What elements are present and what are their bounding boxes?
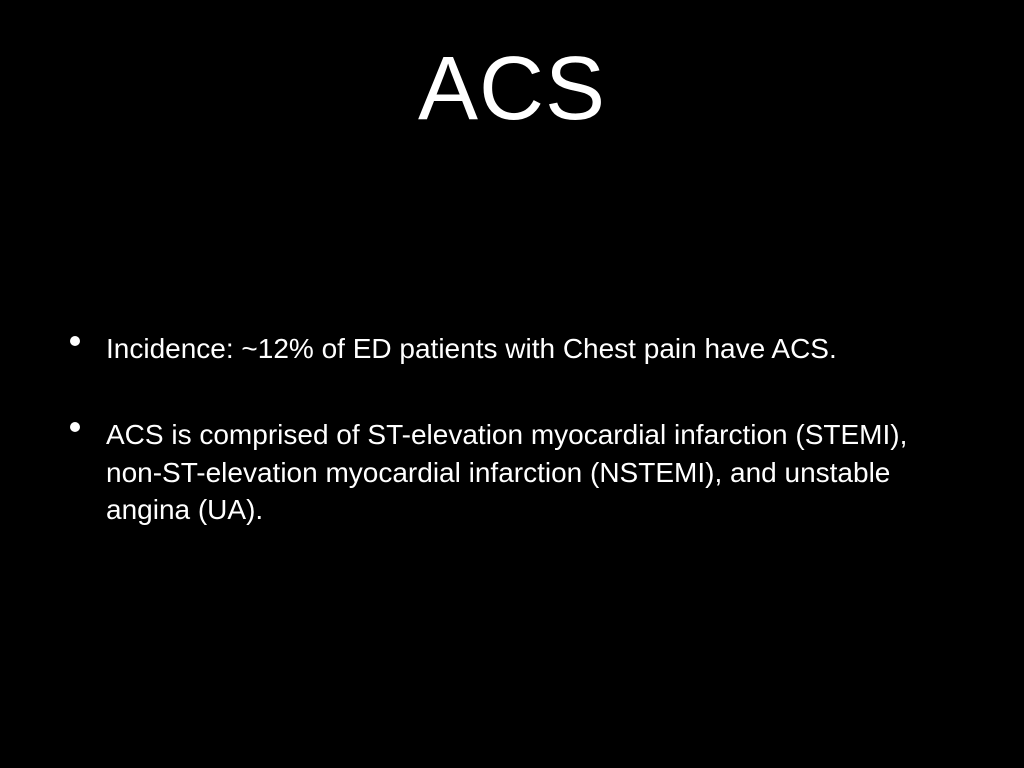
slide-title: ACS	[0, 38, 1024, 141]
slide-content: Incidence: ~12% of ED patients with Ches…	[70, 330, 964, 577]
bullet-text: ACS is comprised of ST-elevation myocard…	[106, 416, 964, 529]
bullet-text: Incidence: ~12% of ED patients with Ches…	[106, 330, 837, 368]
bullet-icon	[70, 422, 80, 432]
bullet-icon	[70, 336, 80, 346]
slide: ACS Incidence: ~12% of ED patients with …	[0, 0, 1024, 768]
bullet-item: Incidence: ~12% of ED patients with Ches…	[70, 330, 964, 368]
bullet-item: ACS is comprised of ST-elevation myocard…	[70, 416, 964, 529]
